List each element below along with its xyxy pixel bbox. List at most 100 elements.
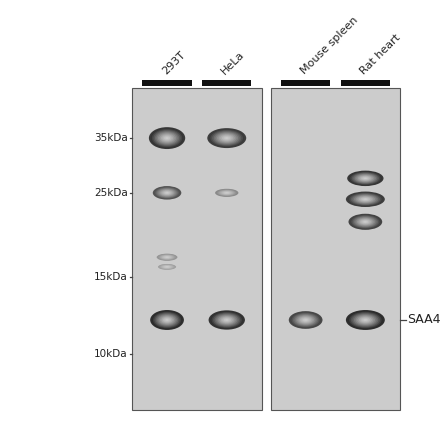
Ellipse shape [156,314,178,327]
Ellipse shape [160,265,174,269]
Ellipse shape [219,134,235,142]
Ellipse shape [165,137,169,139]
Ellipse shape [159,189,176,197]
FancyBboxPatch shape [132,88,262,410]
Ellipse shape [216,132,238,144]
Ellipse shape [154,130,181,146]
Ellipse shape [350,172,381,185]
Ellipse shape [361,176,370,180]
Ellipse shape [346,191,385,207]
Ellipse shape [357,316,374,324]
Ellipse shape [348,171,382,185]
Ellipse shape [161,317,172,323]
Bar [143,80,192,86]
Ellipse shape [218,315,236,325]
Ellipse shape [224,136,230,140]
Ellipse shape [165,319,169,321]
Ellipse shape [360,318,370,322]
Bar [202,80,251,86]
Ellipse shape [160,190,174,196]
Ellipse shape [164,318,170,321]
Ellipse shape [362,318,369,321]
Text: 25kDa: 25kDa [94,188,128,198]
Ellipse shape [157,314,177,326]
Ellipse shape [165,192,169,194]
Ellipse shape [158,315,176,325]
Ellipse shape [348,192,383,206]
Ellipse shape [161,265,173,269]
Ellipse shape [162,265,172,268]
Ellipse shape [364,198,367,200]
Ellipse shape [207,128,246,148]
Ellipse shape [222,191,231,194]
Ellipse shape [158,133,176,144]
Ellipse shape [159,264,176,269]
Ellipse shape [362,177,368,179]
Ellipse shape [216,314,237,325]
Ellipse shape [213,313,240,327]
Ellipse shape [162,255,172,259]
Ellipse shape [163,265,171,268]
Ellipse shape [215,314,239,326]
Ellipse shape [161,255,173,259]
Ellipse shape [364,221,367,222]
Ellipse shape [165,256,170,258]
Ellipse shape [210,311,243,329]
Ellipse shape [166,192,168,194]
Ellipse shape [356,315,375,325]
Ellipse shape [220,191,234,195]
Ellipse shape [164,136,170,140]
Ellipse shape [219,316,235,324]
Ellipse shape [290,312,321,328]
Ellipse shape [163,318,171,322]
Ellipse shape [293,314,318,327]
Ellipse shape [299,316,313,324]
Ellipse shape [162,191,172,195]
Ellipse shape [358,218,372,225]
Ellipse shape [301,318,310,322]
Text: 35kDa: 35kDa [94,133,128,143]
Ellipse shape [158,264,176,270]
Ellipse shape [223,191,231,194]
Ellipse shape [348,214,382,230]
Ellipse shape [210,130,243,146]
Ellipse shape [294,314,317,326]
Ellipse shape [356,217,375,227]
Ellipse shape [358,175,373,182]
Ellipse shape [300,317,311,323]
Ellipse shape [212,131,242,146]
Text: 293T: 293T [160,49,187,76]
Ellipse shape [158,254,176,260]
Ellipse shape [161,135,173,142]
Ellipse shape [349,193,381,206]
Ellipse shape [356,195,375,203]
Ellipse shape [346,310,385,330]
Ellipse shape [218,190,235,196]
Ellipse shape [359,197,372,202]
Ellipse shape [354,195,377,204]
Ellipse shape [165,257,169,258]
Ellipse shape [221,317,233,323]
Ellipse shape [220,135,233,142]
Ellipse shape [353,216,378,228]
Ellipse shape [166,257,168,258]
Ellipse shape [160,316,174,324]
Ellipse shape [357,218,374,226]
Ellipse shape [150,128,184,148]
Ellipse shape [360,219,371,224]
Ellipse shape [217,133,236,143]
Ellipse shape [162,135,172,141]
Ellipse shape [153,312,181,328]
Ellipse shape [347,171,384,186]
Ellipse shape [209,310,245,329]
Ellipse shape [164,266,170,268]
Ellipse shape [297,316,314,325]
Ellipse shape [360,197,370,201]
Bar [341,80,390,86]
Ellipse shape [158,254,176,261]
Ellipse shape [159,134,175,142]
Ellipse shape [219,190,235,195]
Ellipse shape [349,312,381,328]
Text: 15kDa: 15kDa [94,272,128,281]
Ellipse shape [351,313,380,328]
